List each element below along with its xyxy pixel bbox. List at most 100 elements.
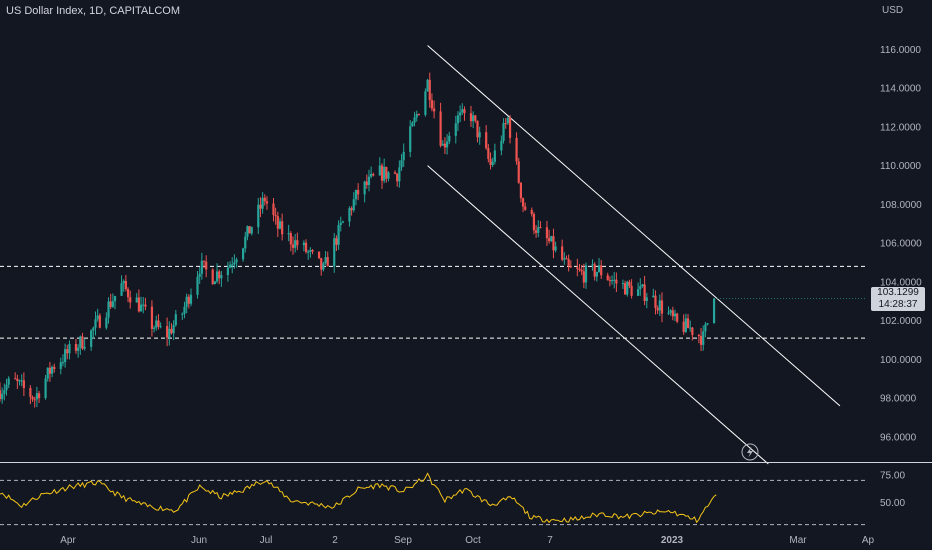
lightning-icon[interactable] <box>741 443 759 461</box>
candle[interactable] <box>259 197 262 218</box>
candle[interactable] <box>615 272 618 293</box>
candle[interactable] <box>250 226 253 236</box>
candle[interactable] <box>595 271 598 282</box>
candle[interactable] <box>597 258 601 273</box>
candle[interactable] <box>534 225 538 238</box>
candle[interactable] <box>33 396 36 408</box>
candle[interactable] <box>281 213 284 241</box>
candle[interactable] <box>0 382 2 402</box>
candle[interactable] <box>517 157 520 184</box>
candle[interactable] <box>532 212 536 235</box>
price-pane[interactable] <box>0 45 866 465</box>
candle[interactable] <box>626 280 629 297</box>
candle[interactable] <box>643 275 646 306</box>
candle[interactable] <box>22 372 25 396</box>
candle[interactable] <box>487 144 490 163</box>
candle[interactable] <box>354 189 358 206</box>
candle[interactable] <box>289 231 292 252</box>
candle[interactable] <box>446 134 449 155</box>
candle[interactable] <box>561 239 564 262</box>
candle[interactable] <box>660 292 664 323</box>
candle[interactable] <box>294 234 297 253</box>
candle[interactable] <box>448 131 451 145</box>
candle[interactable] <box>396 172 399 187</box>
candle[interactable] <box>409 120 412 158</box>
candle[interactable] <box>669 309 672 316</box>
candle[interactable] <box>274 207 277 225</box>
candle[interactable] <box>215 263 219 284</box>
candle[interactable] <box>400 154 403 171</box>
candle[interactable] <box>393 170 397 175</box>
candle[interactable] <box>291 236 295 255</box>
candle[interactable] <box>246 225 249 241</box>
candle[interactable] <box>113 295 117 310</box>
candle[interactable] <box>3 383 6 401</box>
candle[interactable] <box>137 289 141 313</box>
candle[interactable] <box>337 220 340 250</box>
candle[interactable] <box>563 252 566 265</box>
candle[interactable] <box>278 218 282 230</box>
candle[interactable] <box>684 313 687 334</box>
candle[interactable] <box>307 249 310 260</box>
candle[interactable] <box>699 327 703 352</box>
candle[interactable] <box>74 338 78 354</box>
candle[interactable] <box>111 293 114 308</box>
candle[interactable] <box>241 247 245 262</box>
candle[interactable] <box>98 313 101 329</box>
candle[interactable] <box>198 267 201 284</box>
candle[interactable] <box>261 192 264 214</box>
candle[interactable] <box>174 310 177 327</box>
candle[interactable] <box>584 262 588 289</box>
candle[interactable] <box>489 152 492 170</box>
candle[interactable] <box>673 309 677 322</box>
candle[interactable] <box>304 239 308 254</box>
candle[interactable] <box>172 320 175 341</box>
candle[interactable] <box>189 288 193 307</box>
candle[interactable] <box>357 183 360 201</box>
candle[interactable] <box>211 268 214 285</box>
channel-line-0[interactable] <box>427 45 841 407</box>
candle[interactable] <box>14 372 17 380</box>
candle[interactable] <box>454 115 457 144</box>
candle[interactable] <box>92 326 95 339</box>
candle[interactable] <box>1 387 4 404</box>
candle[interactable] <box>637 282 640 297</box>
candle[interactable] <box>233 254 236 269</box>
candle[interactable] <box>341 220 345 224</box>
candle[interactable] <box>157 314 160 330</box>
candle[interactable] <box>352 192 355 213</box>
candle[interactable] <box>385 166 388 183</box>
candle[interactable] <box>272 197 275 222</box>
candle[interactable] <box>205 255 208 278</box>
candle[interactable] <box>539 221 542 229</box>
candle[interactable] <box>424 88 427 117</box>
candle[interactable] <box>53 363 56 373</box>
candle[interactable] <box>226 261 229 282</box>
candle[interactable] <box>606 272 609 281</box>
candle[interactable] <box>235 257 238 268</box>
candle[interactable] <box>335 235 338 251</box>
candle[interactable] <box>515 132 518 165</box>
candle[interactable] <box>185 293 188 314</box>
candle[interactable] <box>610 275 614 285</box>
candle[interactable] <box>187 294 190 309</box>
candle[interactable] <box>31 395 34 402</box>
candle[interactable] <box>691 327 694 341</box>
candle[interactable] <box>129 290 132 309</box>
candle[interactable] <box>652 288 655 298</box>
candle[interactable] <box>142 297 145 314</box>
candle[interactable] <box>81 332 84 350</box>
candle[interactable] <box>363 180 366 203</box>
candle[interactable] <box>66 344 69 360</box>
candle[interactable] <box>476 120 479 143</box>
candle[interactable] <box>150 300 154 337</box>
candle[interactable] <box>276 211 279 238</box>
candle[interactable] <box>402 143 405 167</box>
candle[interactable] <box>124 275 127 292</box>
candle[interactable] <box>552 228 555 259</box>
candle[interactable] <box>432 100 436 119</box>
candle[interactable] <box>144 297 147 311</box>
candle[interactable] <box>545 220 549 246</box>
candle[interactable] <box>248 226 251 234</box>
candle[interactable] <box>77 344 80 358</box>
